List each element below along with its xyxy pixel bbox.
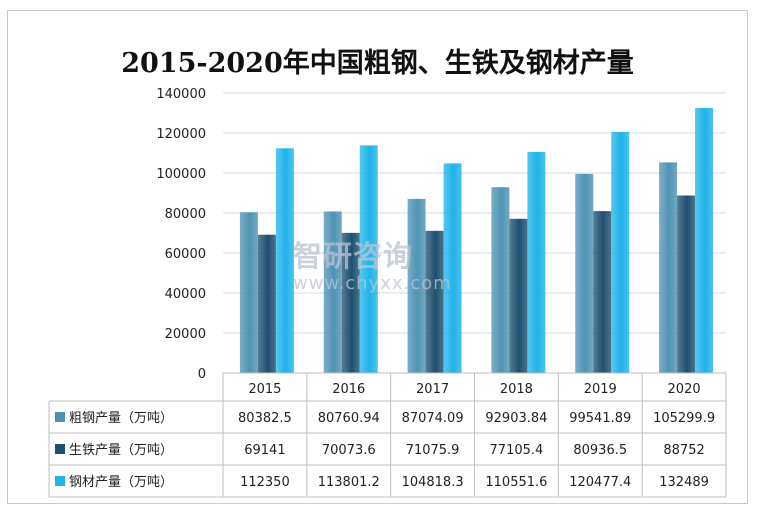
y-tick-label: 120000 — [156, 127, 206, 142]
data-label: 110551.6 — [485, 475, 547, 490]
legend-key — [55, 412, 65, 422]
data-label: 77105.4 — [490, 443, 544, 458]
category-label: 2017 — [416, 382, 449, 397]
bar-1-5 — [677, 195, 696, 373]
data-label: 105299.9 — [653, 411, 715, 426]
data-label: 69141 — [244, 443, 285, 458]
bar-2-5 — [695, 108, 714, 373]
chart-title: 2015-2020年中国粗钢、生铁及钢材产量 — [121, 48, 634, 79]
bar-0-3 — [491, 187, 510, 373]
legend-label: 粗钢产量（万吨） — [69, 411, 173, 426]
y-tick-label: 140000 — [156, 87, 206, 102]
data-label: 87074.09 — [402, 411, 464, 426]
bar-1-2 — [425, 230, 444, 373]
data-label: 70073.6 — [322, 443, 376, 458]
bar-0-4 — [575, 173, 594, 373]
bar-1-4 — [593, 211, 612, 373]
data-label: 80936.5 — [573, 443, 627, 458]
bar-2-0 — [275, 148, 294, 373]
y-tick-label: 20000 — [165, 327, 206, 342]
bar-2-4 — [611, 132, 630, 373]
y-tick-label: 100000 — [156, 167, 206, 182]
data-label: 80760.94 — [318, 411, 380, 426]
data-label: 92903.84 — [485, 411, 547, 426]
legend-key — [55, 444, 65, 454]
category-label: 2016 — [332, 382, 365, 397]
y-tick-label: 0 — [198, 367, 206, 382]
data-label: 71075.9 — [406, 443, 460, 458]
y-tick-label: 60000 — [165, 247, 206, 262]
bar-1-0 — [257, 234, 276, 373]
bar-0-1 — [323, 211, 342, 373]
legend-key — [55, 476, 65, 486]
bar-2-2 — [443, 163, 462, 373]
bar-2-3 — [527, 151, 546, 373]
data-label: 104818.3 — [402, 475, 464, 490]
data-label: 120477.4 — [569, 475, 631, 490]
legend-label: 钢材产量（万吨） — [69, 475, 173, 490]
bar-1-3 — [509, 218, 528, 373]
bar-0-5 — [659, 162, 678, 373]
data-label: 88752 — [663, 443, 704, 458]
category-label: 2020 — [668, 382, 701, 397]
data-label: 99541.89 — [569, 411, 631, 426]
bar-1-1 — [341, 232, 360, 373]
category-label: 2018 — [500, 382, 533, 397]
category-label: 2015 — [248, 382, 281, 397]
chart-frame: 2015-2020年中国粗钢、生铁及钢材产量 0 20000 40000 60000 8… — [7, 10, 748, 504]
y-tick-label: 80000 — [165, 207, 206, 222]
data-label: 112350 — [240, 475, 290, 490]
bar-chart: 0 20000 40000 60000 80000 100000 120000 140000 2… — [48, 87, 727, 498]
y-tick-label: 40000 — [165, 287, 206, 302]
bar-0-2 — [407, 198, 426, 373]
data-label: 113801.2 — [318, 475, 380, 490]
bar-2-1 — [359, 145, 378, 373]
bar-0-0 — [239, 212, 258, 373]
data-label: 80382.5 — [238, 411, 292, 426]
category-label: 2019 — [584, 382, 617, 397]
legend-label: 生铁产量（万吨） — [69, 443, 173, 458]
data-label: 132489 — [659, 475, 709, 490]
